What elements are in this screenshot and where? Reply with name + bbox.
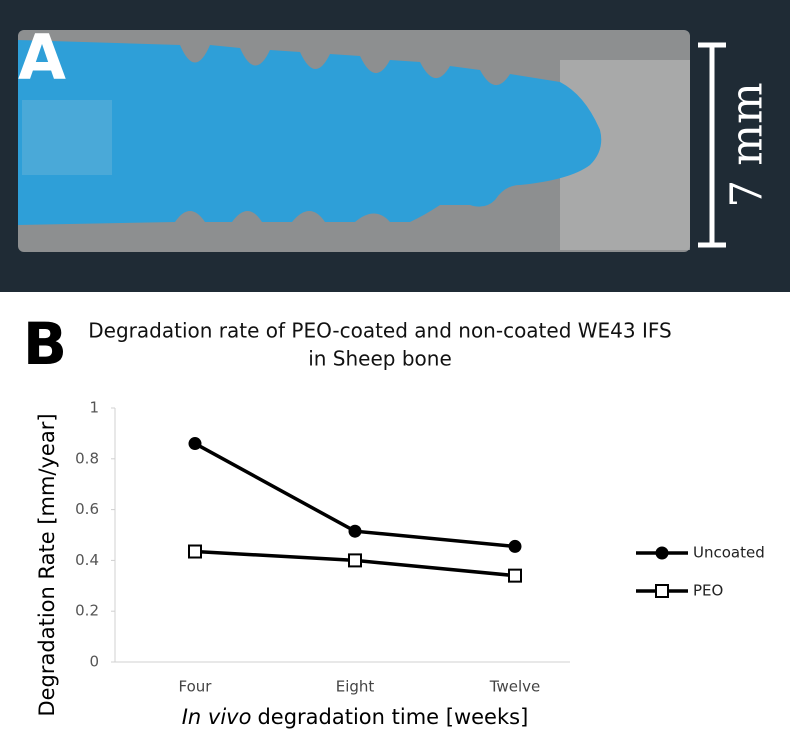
y-tick-label: 0 [89, 653, 99, 671]
panel-label: B [23, 310, 67, 378]
legend-marker [655, 546, 669, 560]
x-tick-label: Four [179, 678, 213, 696]
scale-bar-label: 7 mm [722, 82, 773, 207]
x-axis-label: In vivo degradation time [weeks] [182, 705, 529, 729]
y-tick-label: 0.6 [75, 500, 99, 518]
legend-marker [655, 584, 669, 598]
x-tick-label: Twelve [489, 678, 540, 696]
chart-title: in Sheep bone [308, 347, 452, 371]
legend-label: PEO [693, 582, 723, 600]
screw-head [22, 100, 112, 175]
x-tick-label: Eight [336, 678, 375, 696]
legend-label: Uncoated [693, 544, 765, 562]
y-tick-label: 1 [89, 399, 99, 417]
screw-implant [18, 40, 602, 225]
data-point [188, 544, 202, 559]
y-tick-label: 0.2 [75, 602, 99, 620]
panel-label: A [18, 21, 66, 94]
y-axis-label: Degradation Rate [mm/year] [35, 413, 59, 716]
chart-title: Degradation rate of PEO-coated and non-c… [88, 319, 671, 343]
data-point [508, 568, 522, 583]
y-tick-label: 0.8 [75, 449, 99, 467]
x-axis-label-rest: degradation time [weeks] [257, 705, 528, 729]
data-point [188, 437, 202, 451]
y-tick-label: 0.4 [75, 551, 99, 569]
x-axis-label-italic: In vivo [182, 705, 252, 729]
data-point [348, 524, 362, 538]
data-point [508, 539, 522, 553]
data-point [348, 553, 362, 568]
